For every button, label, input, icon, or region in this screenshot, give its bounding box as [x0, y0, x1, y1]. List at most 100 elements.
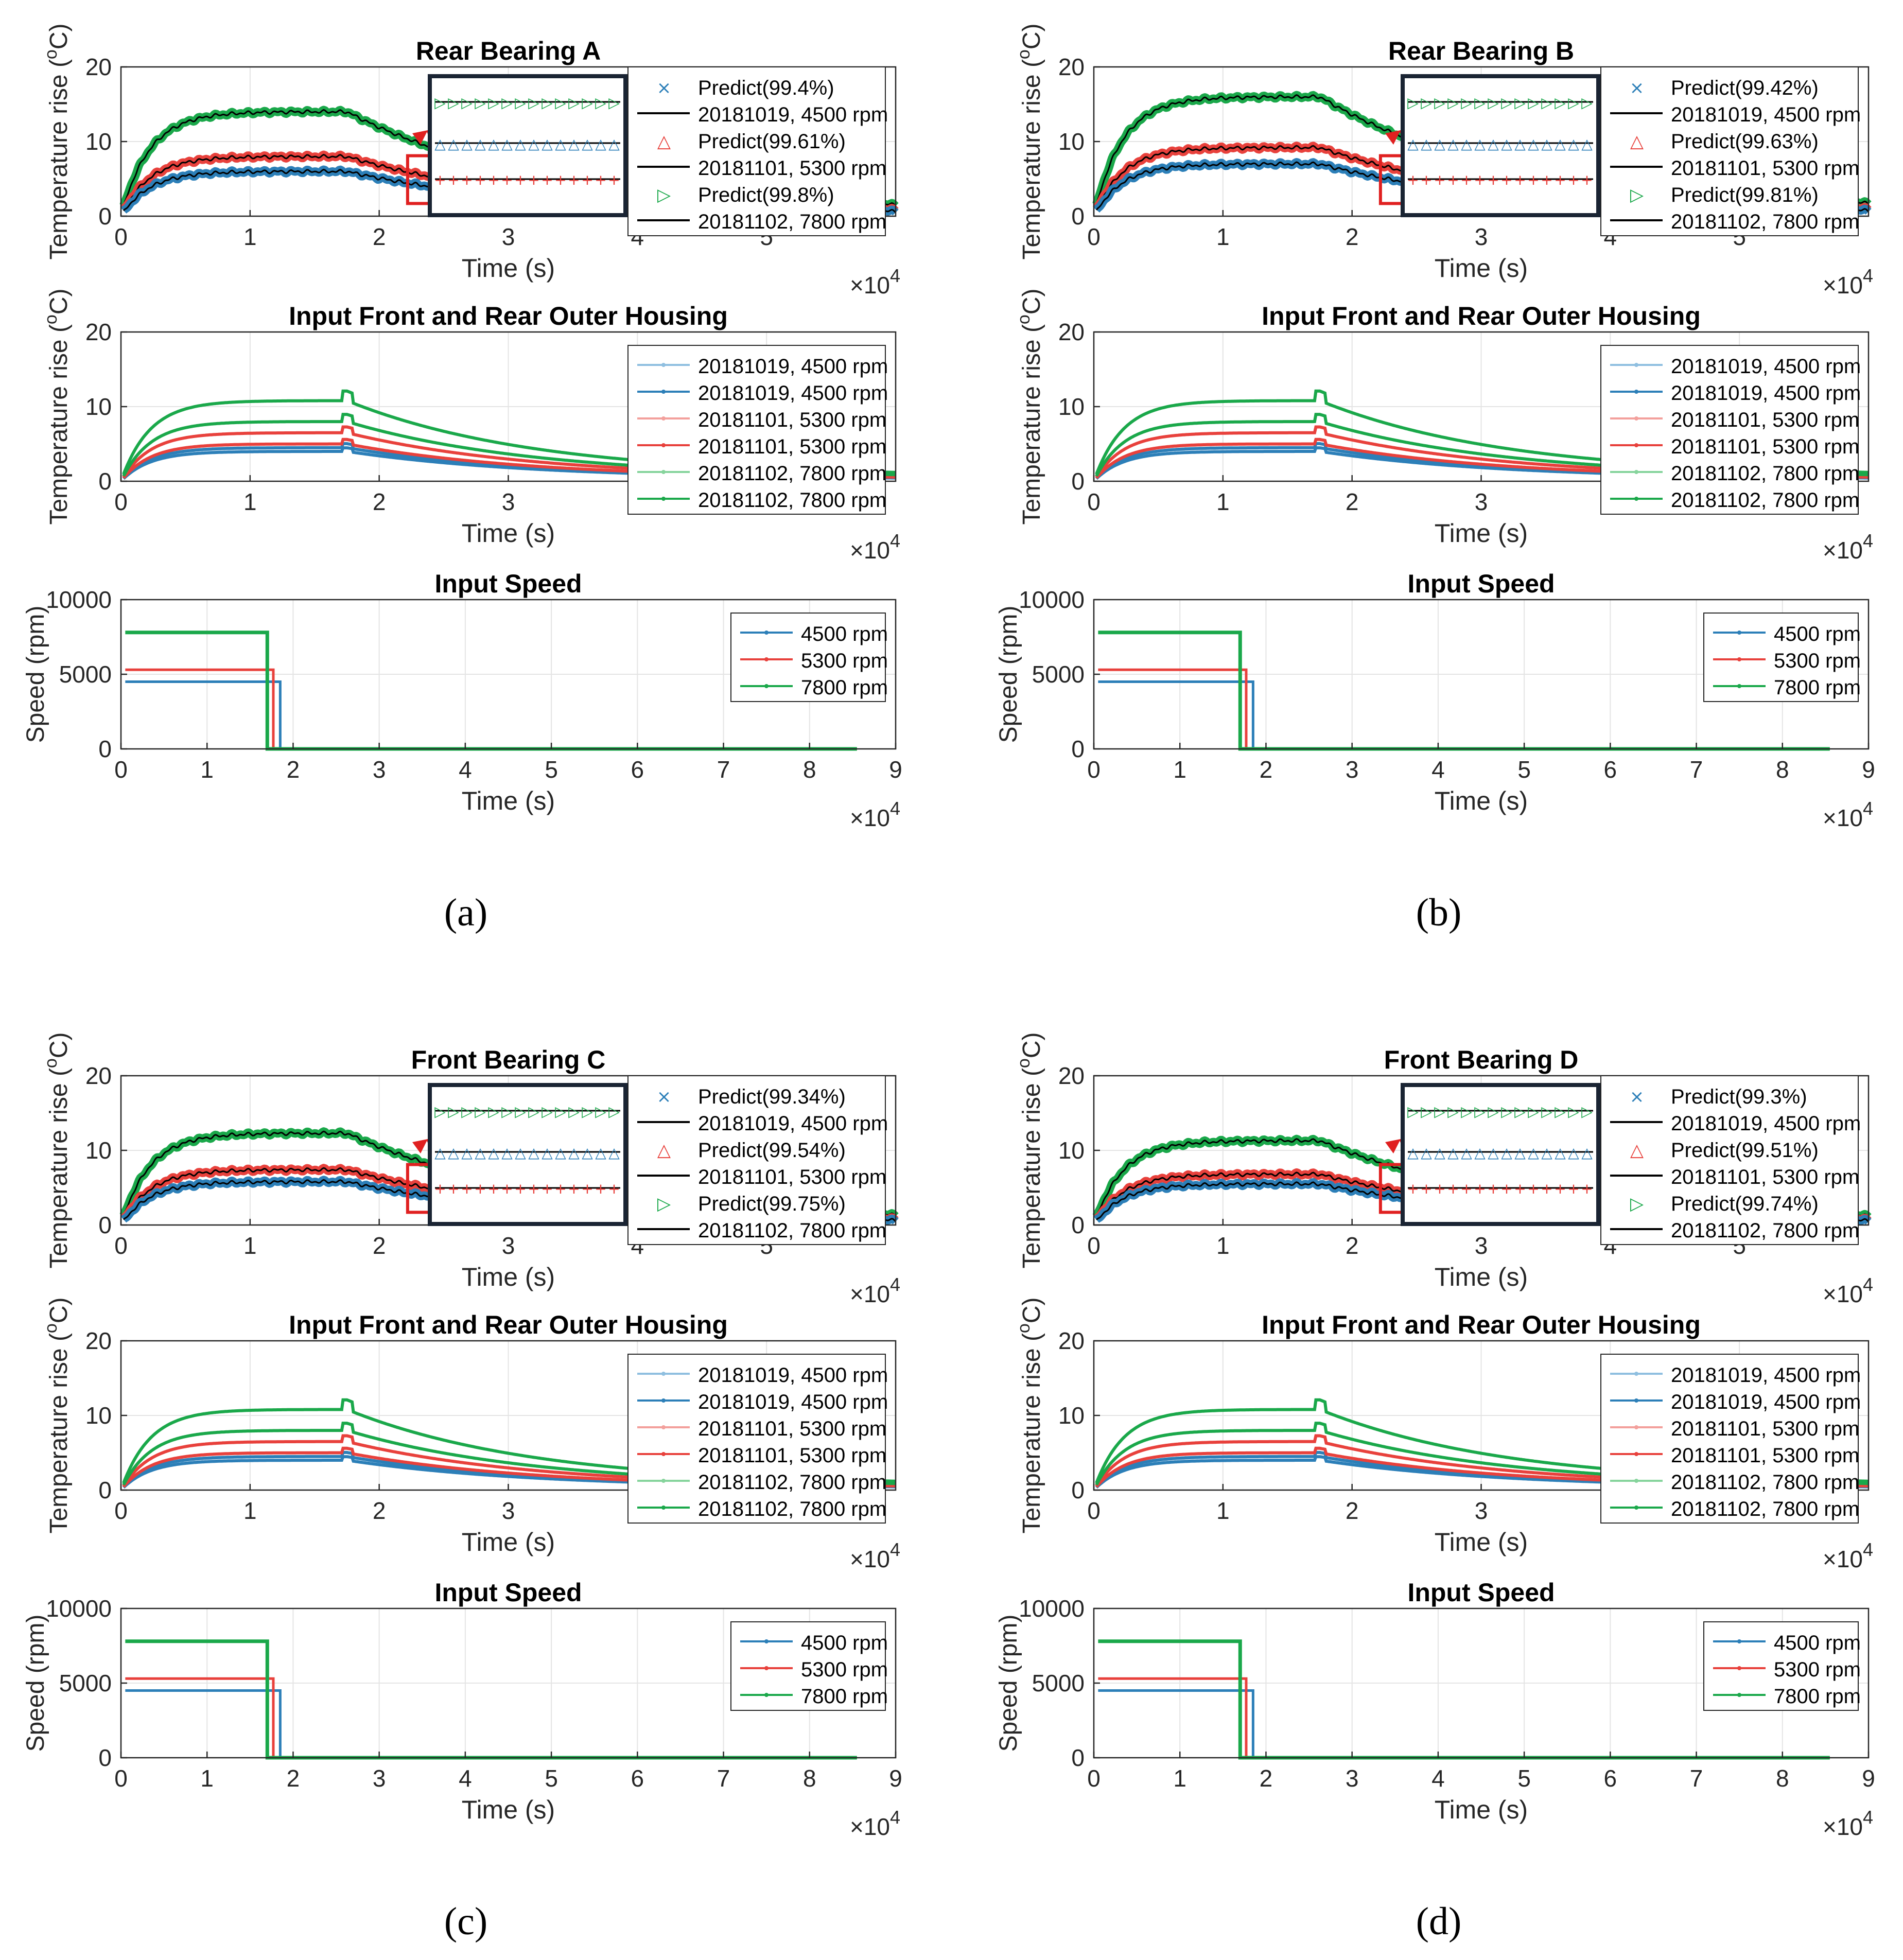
legend-label: 20181102, 7800 rpm — [1671, 1471, 1859, 1494]
inset-marker: △ — [1461, 1144, 1472, 1161]
y-tick-label: 20 — [85, 54, 112, 80]
inset-marker: ▷ — [1407, 1103, 1419, 1120]
inset-marker: + — [1447, 1180, 1459, 1197]
inset-marker: △ — [475, 1144, 486, 1161]
inset-marker: + — [1474, 1180, 1486, 1197]
inset-marker: △ — [1421, 135, 1432, 152]
x-exponent-power: 4 — [890, 1539, 900, 1560]
inset-marker: ▷ — [1568, 1103, 1579, 1120]
inset-marker: ▷ — [568, 1103, 580, 1120]
inset-marker: + — [1474, 171, 1486, 188]
inset-marker: + — [474, 1180, 486, 1197]
legend-label: 20181102, 7800 rpm — [1671, 489, 1859, 512]
unit: C) — [45, 1032, 73, 1058]
legend-label: 20181101, 5300 rpm — [1671, 157, 1859, 180]
inset-marker: + — [487, 171, 499, 188]
chart-a-2: 0 1 2 3 4 5 6 7 8 9 0 5000 10000 Input Speed Time (s) ×… — [22, 569, 902, 831]
x-tick-label: 0 — [1087, 223, 1101, 250]
inset-marker: + — [501, 171, 513, 188]
x-axis-label: Time (s) — [462, 254, 555, 283]
legend-dot — [764, 1639, 769, 1643]
x-tick-label: 9 — [889, 756, 902, 783]
legend-box — [1600, 66, 1859, 236]
x-tick-label: 3 — [1475, 223, 1488, 250]
x-tick-label: 0 — [1087, 1232, 1101, 1259]
legend-label: 4500 rpm — [801, 623, 888, 645]
legend-label: 20181019, 4500 rpm — [1671, 1364, 1861, 1387]
inset-marker: △ — [555, 135, 566, 152]
x-tick-label: 2 — [1260, 756, 1273, 783]
inset-marker: ▷ — [448, 1103, 459, 1120]
legend-dot — [1634, 416, 1638, 421]
inset-marker: + — [1541, 1180, 1552, 1197]
legend-dot — [661, 497, 666, 501]
inset-marker: + — [1434, 1180, 1445, 1197]
inset-marker: △ — [1555, 135, 1566, 152]
inset-marker: ▷ — [1488, 94, 1499, 111]
inset-marker: + — [1581, 171, 1593, 188]
inset-marker: △ — [515, 135, 526, 152]
x-tick-label: 3 — [1475, 488, 1488, 515]
y-tick-label: 0 — [98, 1477, 112, 1503]
x-tick-label: 2 — [287, 1765, 300, 1792]
caption-c: (c) — [444, 1900, 488, 1943]
x-tick-label: 3 — [502, 488, 515, 515]
unit: C) — [1018, 1032, 1045, 1058]
legend-label: 20181102, 7800 rpm — [698, 211, 886, 233]
degree-sign: o — [41, 1323, 61, 1333]
inset-marker: △ — [461, 135, 473, 152]
degree-sign: o — [41, 1058, 61, 1068]
inset-marker: ▷ — [1581, 1103, 1593, 1120]
x-tick-label: 1 — [1216, 1497, 1230, 1524]
y-tick-label: 5000 — [1032, 1670, 1085, 1696]
x-exponent-label: ×104 — [1823, 530, 1873, 564]
inset-frame — [428, 1083, 627, 1226]
legend-label: 20181019, 4500 rpm — [698, 382, 888, 405]
inset-marker: △ — [1488, 1144, 1499, 1161]
x-tick-label: 9 — [1862, 1765, 1875, 1792]
y-tick-label: 10 — [85, 393, 112, 420]
x-tick-label: 2 — [373, 1497, 386, 1524]
y-tick-label: 0 — [98, 203, 112, 230]
inset-marker: ▷ — [434, 94, 446, 111]
inset-marker: + — [1554, 1180, 1566, 1197]
legend-label: Predict(99.63%) — [1671, 130, 1819, 153]
legend-label: Predict(99.34%) — [698, 1086, 846, 1108]
inset-marker: △ — [488, 135, 499, 152]
y-axis-label: Speed (rpm) — [995, 606, 1022, 743]
degree-sign: o — [1014, 1058, 1034, 1068]
inset-marker: ▷ — [1555, 94, 1566, 111]
x-tick-label: 8 — [1776, 1765, 1789, 1792]
y-tick-label: 0 — [98, 1212, 112, 1238]
x-tick-label: 1 — [243, 1497, 257, 1524]
legend-dot — [661, 1479, 666, 1483]
legend-dot — [1634, 390, 1638, 394]
x-tick-label: 3 — [1346, 1765, 1359, 1792]
x-tick-label: 0 — [1087, 1497, 1101, 1524]
legend-label: 20181102, 7800 rpm — [698, 462, 886, 485]
inset-marker: ▷ — [1434, 94, 1445, 111]
y-axis-label: Speed (rpm) — [995, 1615, 1022, 1752]
x-tick-label: 0 — [1087, 1765, 1101, 1792]
x-exponent-label: ×104 — [850, 1807, 900, 1840]
x-tick-label: 1 — [1216, 488, 1230, 515]
x-tick-label: 1 — [243, 223, 257, 250]
inset-marker: ▷ — [1447, 1103, 1459, 1120]
inset-marker: ▷ — [542, 94, 553, 111]
legend-label: 20181019, 4500 rpm — [698, 355, 888, 378]
x-axis-label: Time (s) — [462, 519, 555, 548]
legend-label: 20181019, 4500 rpm — [1671, 355, 1861, 378]
inset-marker: △ — [434, 135, 446, 152]
legend-dot — [661, 1398, 666, 1403]
legend-label: 20181019, 4500 rpm — [1671, 1391, 1861, 1413]
inset-marker: + — [1460, 1180, 1472, 1197]
y-axis-label: Speed (rpm) — [22, 1615, 49, 1752]
y-tick-label: 0 — [1071, 468, 1085, 495]
inset-marker: ▷ — [528, 94, 539, 111]
inset-marker: △ — [528, 135, 539, 152]
x-exponent-power: 4 — [890, 265, 900, 286]
legend-label: Predict(99.3%) — [1671, 1086, 1807, 1108]
inset-marker: ▷ — [475, 94, 486, 111]
y-tick-label: 10000 — [46, 1595, 112, 1622]
